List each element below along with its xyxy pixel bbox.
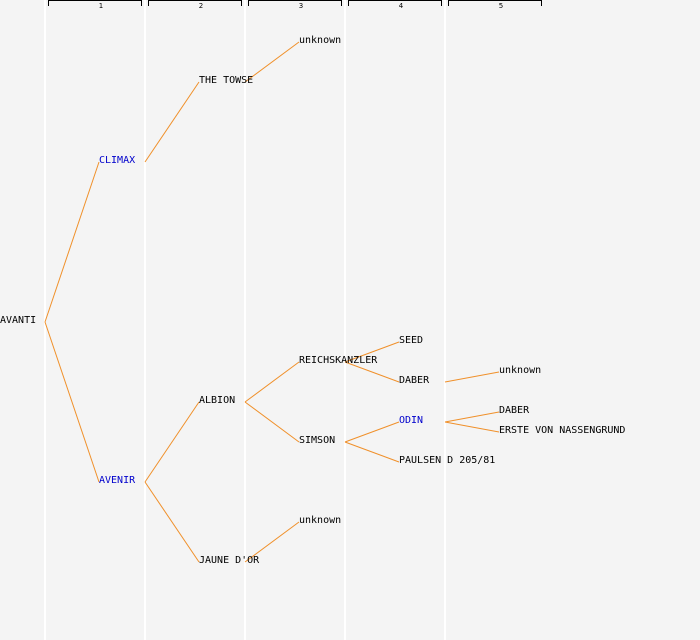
generation-3-label: 3	[298, 2, 304, 10]
edge-climax-to-the-towse	[144, 81, 200, 163]
generation-2-label: 2	[198, 2, 204, 10]
node-seed: SEED	[399, 335, 424, 346]
generation-3-bracket	[248, 0, 342, 6]
column-divider	[44, 0, 46, 640]
column-divider	[144, 0, 146, 640]
edge-odin-to-erste	[444, 421, 500, 433]
generation-4-label: 4	[398, 2, 404, 10]
node-jaune-dor: JAUNE D'OR	[199, 555, 260, 566]
edge-root-to-avenir	[44, 321, 100, 483]
edge-avenir-to-albion	[144, 401, 200, 483]
edge-reichskanzler-to-daber-1	[344, 361, 400, 383]
node-daber-2: DABER	[499, 405, 530, 416]
node-albion: ALBION	[199, 395, 236, 406]
node-the-towse: THE TOWSE	[199, 75, 254, 86]
edge-albion-to-reichskanzler	[244, 361, 300, 403]
edge-the-towse-to-unknown-1	[244, 41, 300, 83]
column-divider	[244, 0, 246, 640]
node-unknown-1: unknown	[299, 35, 342, 46]
edge-reichskanzler-to-seed	[344, 341, 400, 363]
column-divider	[344, 0, 346, 640]
edge-simson-to-paulsen	[344, 441, 400, 463]
edge-albion-to-simson	[244, 401, 300, 443]
column-divider	[444, 0, 446, 640]
edge-simson-to-odin	[344, 421, 400, 443]
generation-1-bracket	[48, 0, 142, 6]
generation-2-bracket	[148, 0, 242, 6]
edge-root-to-climax	[44, 161, 100, 323]
node-root: AVANTI	[0, 315, 37, 326]
node-reichskanzler: REICHSKANZLER	[299, 355, 378, 366]
node-climax[interactable]: CLIMAX	[99, 155, 136, 166]
node-odin[interactable]: ODIN	[399, 415, 424, 426]
generation-4-bracket	[348, 0, 442, 6]
node-avenir[interactable]: AVENIR	[99, 475, 136, 486]
node-unknown-2: unknown	[299, 515, 342, 526]
generation-5-label: 5	[498, 2, 504, 10]
node-erste: ERSTE VON NASSENGRUND	[499, 425, 626, 436]
generation-1-label: 1	[98, 2, 104, 10]
edge-odin-to-daber-2	[444, 411, 500, 423]
node-simson: SIMSON	[299, 435, 336, 446]
node-paulsen: PAULSEN D 205/81	[399, 455, 496, 466]
generation-5-bracket	[448, 0, 542, 6]
node-daber-1: DABER	[399, 375, 430, 386]
edge-daber-1-to-unknown-3	[444, 371, 500, 383]
edge-jaune-dor-to-unknown-2	[244, 521, 300, 563]
edge-avenir-to-jaune-dor	[144, 481, 200, 563]
node-unknown-3: unknown	[499, 365, 542, 376]
